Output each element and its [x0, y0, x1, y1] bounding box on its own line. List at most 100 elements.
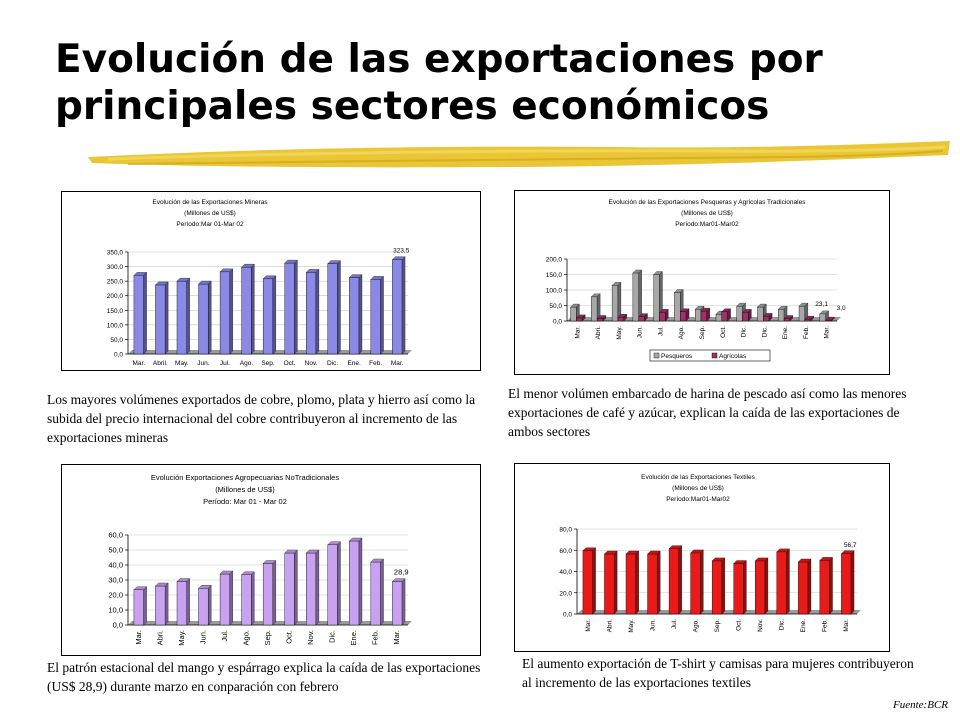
bar-top	[176, 277, 191, 282]
bar	[694, 309, 702, 322]
y-tick-label: 50,0	[549, 303, 562, 310]
bar-top	[742, 309, 752, 313]
bar-side	[272, 560, 276, 626]
bar-side	[700, 549, 704, 615]
bar-top	[754, 557, 769, 562]
bar	[198, 588, 209, 626]
bar-top	[632, 269, 643, 274]
x-tick-label: Mar.	[843, 619, 850, 632]
chart-textiles-svg: Evolución de las Exportaciones Textiles (…	[559, 474, 861, 633]
legend-swatch	[711, 352, 718, 359]
chart-title-line: Evolución de las Exportaciones Textiles	[641, 474, 755, 481]
y-tick-label: 30,0	[108, 576, 123, 585]
bar	[680, 311, 687, 322]
x-tick-label: Mar.	[574, 326, 581, 339]
caption-pesqueras: El menor volúmen embarcado de harina de …	[508, 386, 907, 439]
bar-side	[337, 260, 341, 355]
bar-top	[392, 578, 406, 582]
x-tick-label: Oct.	[720, 326, 727, 338]
y-tick-label: 0,0	[553, 319, 562, 326]
y-tick-label: 150,0	[546, 272, 563, 279]
bar-side	[208, 280, 212, 355]
bar	[241, 266, 252, 355]
y-tick-label: 350,0	[107, 250, 124, 257]
bar	[392, 581, 403, 626]
bar-top	[721, 308, 731, 312]
x-tick-label: Oct.	[284, 360, 296, 367]
bar-top	[776, 548, 790, 552]
bar	[819, 313, 826, 322]
bar-top	[783, 315, 794, 319]
y-tick-label: 0,0	[563, 612, 572, 619]
bar-side	[638, 269, 642, 322]
bar	[674, 292, 681, 322]
bar-side	[165, 281, 169, 355]
bar	[133, 275, 144, 355]
y-tick-label: 10,0	[108, 606, 123, 615]
bar	[819, 560, 830, 615]
x-tick-label: Dic.	[779, 619, 786, 630]
bar	[647, 553, 658, 615]
x-tick-label: Nov.	[306, 630, 315, 645]
bar	[798, 561, 809, 615]
x-tick-label: Feb.	[369, 360, 382, 367]
chart-agropecuarias-svg: Evolución Exportaciones Agropecuarias No…	[108, 473, 412, 646]
x-tick-label: Jul.	[220, 630, 229, 642]
bar-top	[841, 550, 855, 554]
bar-top	[590, 293, 601, 297]
bar	[757, 306, 764, 322]
x-tick-label: Abri.	[606, 619, 613, 633]
bar-side	[829, 556, 833, 615]
bar	[778, 309, 785, 322]
x-tick-label: Abri.	[595, 326, 602, 340]
caption-agropecuarias: El patrón estacional del mango y espárra…	[47, 660, 481, 694]
y-tick-label: 50,0	[110, 337, 123, 344]
chart-pesqueras-svg: Evolución de las Exportaciones Pesqueras…	[546, 199, 846, 362]
x-tick-label: Sep.	[699, 326, 706, 340]
source-note: Fuente:BCR	[893, 699, 948, 711]
bar-top	[570, 303, 580, 308]
x-tick-label: Sep.	[263, 630, 272, 645]
bar-side	[229, 268, 233, 355]
x-tick-label: Jul.	[657, 326, 664, 336]
x-tick-label: Nov.	[757, 619, 764, 632]
bar	[284, 552, 295, 626]
bar-side	[294, 259, 298, 355]
bar-top	[777, 306, 788, 310]
bar-top	[679, 308, 690, 312]
bar	[611, 285, 619, 322]
x-tick-label: Mar.	[392, 630, 401, 645]
legend-label: Pesqueros	[661, 353, 693, 360]
bar	[582, 550, 593, 615]
y-tick-label: 50,0	[108, 546, 123, 555]
bar-top	[133, 586, 147, 590]
bar-top	[262, 560, 277, 564]
x-tick-label: May.	[616, 326, 623, 340]
bar-side	[358, 274, 363, 355]
x-tick-label: Dic.	[761, 326, 768, 337]
bar-side	[592, 547, 596, 615]
bar-top	[736, 302, 746, 307]
y-tick-label: 150,0	[107, 308, 124, 315]
y-tick-label: 20,0	[559, 590, 572, 597]
bar	[776, 551, 787, 615]
y-tick-label: 80,0	[559, 527, 572, 534]
bar	[306, 272, 317, 355]
bar	[736, 305, 743, 322]
bar-side	[657, 550, 661, 615]
bar-top	[348, 274, 363, 278]
bar	[306, 552, 317, 626]
y-tick-label: 60,0	[559, 548, 572, 555]
bar-top	[638, 313, 648, 317]
chart-mineras-svg: Evolución de las Exportaciones Mineras (M…	[107, 199, 412, 367]
legend-box	[649, 349, 771, 362]
y-tick-label: 0,0	[113, 621, 123, 630]
x-tick-label: Dic.	[328, 630, 337, 643]
bar-side	[635, 550, 639, 615]
bar-top	[392, 256, 406, 260]
bar-top	[348, 537, 363, 542]
bar-top	[198, 585, 212, 589]
x-tick-label: Jun.	[637, 326, 644, 338]
bar-top	[241, 264, 255, 268]
x-tick-label: Ago.	[240, 360, 254, 367]
